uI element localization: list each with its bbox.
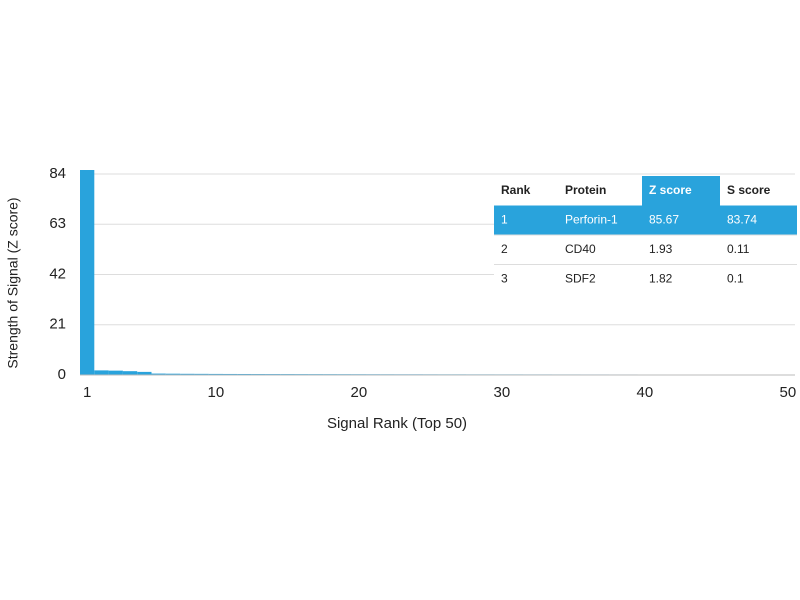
bar — [151, 373, 166, 375]
x-axis-label: Signal Rank (Top 50) — [327, 415, 467, 432]
table-cell: 83.74 — [727, 212, 757, 226]
table-header: Z score — [649, 183, 692, 197]
table-cell: 1.93 — [649, 242, 673, 256]
bar — [194, 373, 209, 375]
bar — [165, 373, 181, 375]
table-cell: SDF2 — [565, 271, 596, 285]
column-highlight — [642, 176, 720, 206]
table-cell: 3 — [501, 271, 508, 285]
y-tick-label: 21 — [49, 316, 66, 333]
y-tick-label: 0 — [58, 366, 66, 383]
bar — [208, 373, 223, 375]
bar — [223, 373, 238, 375]
bar — [137, 371, 152, 375]
y-axis-label: Strength of Signal (Z score) — [5, 197, 21, 368]
table-cell: CD40 — [565, 242, 596, 256]
y-tick-label: 63 — [49, 215, 66, 232]
table-cell: Perforin-1 — [565, 212, 618, 226]
table-cell: 0.11 — [727, 242, 750, 256]
x-tick-label: 20 — [351, 384, 368, 401]
table-cell: 1 — [501, 212, 508, 226]
bar — [80, 170, 95, 375]
bar — [108, 370, 123, 375]
table-cell: 1.82 — [649, 271, 673, 285]
x-tick-label: 30 — [494, 384, 511, 401]
bar — [94, 370, 109, 375]
table-cell: 2 — [501, 242, 508, 256]
table-header: Rank — [501, 183, 531, 197]
x-tick-label: 1 — [83, 384, 91, 401]
x-tick-label: 10 — [208, 384, 225, 401]
table-cell: 85.67 — [649, 212, 679, 226]
y-tick-label: 42 — [49, 265, 66, 282]
table-header: Protein — [565, 183, 606, 197]
bar — [237, 373, 252, 375]
x-tick-label: 40 — [637, 384, 654, 401]
x-tick-label: 50 — [780, 384, 797, 401]
table-cell: 0.1 — [727, 271, 744, 285]
table-header: S score — [727, 183, 771, 197]
bar — [180, 373, 195, 375]
y-tick-label: 84 — [49, 165, 66, 182]
row-highlight — [494, 205, 797, 235]
bar — [122, 371, 138, 375]
